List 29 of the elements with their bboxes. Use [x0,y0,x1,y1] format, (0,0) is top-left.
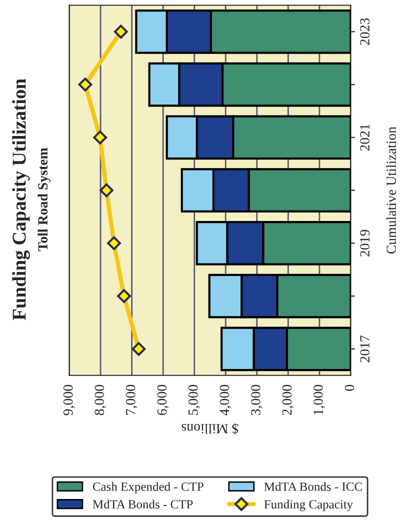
point [93,130,108,144]
x-tick-label: 7,000 [126,384,138,415]
x-tick-label: 2,000 [282,384,294,416]
point [107,236,121,250]
x-tick-label: 5,000 [188,384,200,415]
point [132,342,146,356]
legend-label: MdTA Bonds - CTP [92,500,193,509]
y-axis-title: Cumulative Utilization [386,126,396,254]
y-tick-label: 2021 [360,124,370,151]
x-tick-label: 1,000 [314,384,325,414]
point [114,24,128,39]
y-tick-label: 2023 [360,18,370,45]
point [100,183,114,198]
point [78,78,92,92]
y-tick-label: 2019 [360,230,370,256]
legend-label: MdTA Bonds - ICC [264,482,362,491]
x-axis-title: $ Millions [182,423,238,434]
x-tick-label: 9,000 [63,384,75,416]
y-tick-label: 2017 [360,335,370,362]
x-tick-label: 3,000 [251,384,262,415]
text: Toll Road System [38,148,50,252]
x-tick-label: 8,000 [94,384,106,416]
point [117,289,131,303]
x-tick-label: 6,000 [157,384,169,416]
legend-label: Funding Capacity [264,500,354,512]
legend-label: Cash Expended - CTP [92,482,204,494]
text: Funding Capacity Utilization [12,78,30,320]
x-tick-label: 4,000 [220,384,232,416]
x-tick-label: 0 [344,384,354,391]
